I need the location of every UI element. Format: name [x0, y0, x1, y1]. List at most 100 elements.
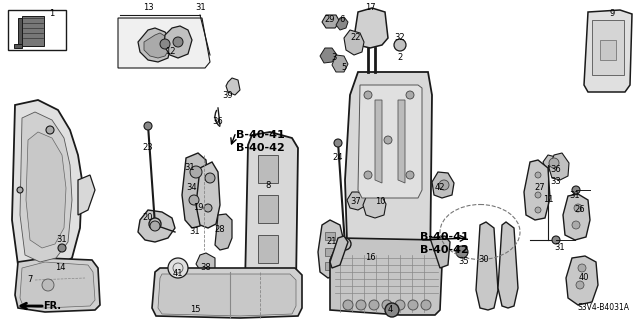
Text: 34: 34	[187, 183, 197, 192]
Circle shape	[144, 122, 152, 130]
Polygon shape	[354, 8, 388, 48]
Circle shape	[168, 258, 188, 278]
Text: 16: 16	[365, 254, 375, 263]
Text: 33: 33	[550, 177, 561, 187]
Polygon shape	[215, 214, 232, 250]
Circle shape	[173, 37, 183, 47]
Text: 32: 32	[395, 33, 405, 42]
Text: 1: 1	[49, 10, 54, 19]
Polygon shape	[498, 222, 518, 308]
Circle shape	[406, 91, 414, 99]
Text: 30: 30	[479, 256, 490, 264]
Polygon shape	[12, 100, 82, 272]
Text: 42: 42	[435, 183, 445, 192]
Circle shape	[364, 171, 372, 179]
Polygon shape	[549, 153, 569, 180]
Polygon shape	[398, 100, 405, 183]
Circle shape	[385, 303, 399, 317]
Polygon shape	[320, 48, 337, 63]
Polygon shape	[18, 18, 22, 45]
Text: 11: 11	[543, 196, 553, 204]
Polygon shape	[318, 220, 344, 278]
Polygon shape	[118, 18, 210, 68]
Polygon shape	[347, 192, 366, 210]
Polygon shape	[432, 172, 454, 198]
Text: 3: 3	[332, 54, 337, 63]
Text: S3V4-B4031A: S3V4-B4031A	[578, 303, 630, 312]
Polygon shape	[164, 26, 192, 58]
Circle shape	[58, 244, 66, 252]
Text: 7: 7	[28, 276, 33, 285]
Text: 5: 5	[341, 63, 347, 72]
Circle shape	[549, 158, 559, 168]
Circle shape	[439, 180, 449, 190]
Circle shape	[535, 192, 541, 198]
Polygon shape	[258, 155, 278, 183]
Text: 2: 2	[397, 54, 403, 63]
Circle shape	[576, 281, 584, 289]
Polygon shape	[138, 28, 172, 62]
Circle shape	[384, 136, 392, 144]
Polygon shape	[144, 33, 170, 58]
Polygon shape	[430, 236, 450, 268]
Polygon shape	[138, 210, 175, 242]
Polygon shape	[566, 256, 598, 305]
Text: 31: 31	[57, 235, 67, 244]
Text: 36: 36	[212, 117, 223, 127]
Circle shape	[160, 39, 170, 49]
Bar	[325, 248, 335, 256]
Text: 37: 37	[351, 197, 362, 206]
Polygon shape	[245, 132, 298, 298]
Circle shape	[343, 300, 353, 310]
Circle shape	[535, 172, 541, 178]
Text: 4: 4	[387, 306, 392, 315]
Polygon shape	[322, 15, 340, 28]
Text: 31: 31	[570, 190, 580, 199]
Text: 17: 17	[365, 4, 375, 12]
Polygon shape	[476, 222, 498, 310]
Polygon shape	[344, 30, 364, 55]
Text: 40: 40	[579, 273, 589, 283]
Circle shape	[46, 126, 54, 134]
Text: 26: 26	[575, 205, 586, 214]
Polygon shape	[14, 44, 22, 48]
Polygon shape	[258, 235, 278, 263]
Circle shape	[394, 39, 406, 51]
Text: 9: 9	[609, 10, 614, 19]
Polygon shape	[330, 236, 348, 268]
Polygon shape	[78, 175, 95, 215]
Text: 13: 13	[143, 4, 154, 12]
Circle shape	[456, 246, 468, 258]
Polygon shape	[584, 10, 632, 92]
Polygon shape	[358, 85, 422, 198]
Text: 39: 39	[223, 92, 234, 100]
Circle shape	[552, 236, 560, 244]
Polygon shape	[22, 16, 44, 46]
Polygon shape	[196, 253, 215, 272]
Text: 20: 20	[143, 213, 153, 222]
Polygon shape	[196, 162, 220, 228]
Text: FR.: FR.	[43, 301, 61, 311]
Text: 22: 22	[351, 33, 361, 42]
Polygon shape	[182, 153, 208, 228]
Circle shape	[189, 195, 199, 205]
Circle shape	[204, 204, 212, 212]
Polygon shape	[543, 155, 562, 172]
Bar	[325, 232, 335, 240]
Circle shape	[364, 91, 372, 99]
Circle shape	[190, 166, 202, 178]
Text: 28: 28	[214, 226, 225, 234]
Text: 31: 31	[196, 4, 206, 12]
Text: 36: 36	[550, 166, 561, 174]
Polygon shape	[375, 100, 382, 183]
Text: 31: 31	[555, 243, 565, 253]
Text: B-40-41
B-40-42: B-40-41 B-40-42	[420, 232, 468, 255]
Bar	[325, 262, 335, 270]
Circle shape	[356, 300, 366, 310]
Text: 24: 24	[333, 153, 343, 162]
Circle shape	[382, 300, 392, 310]
Polygon shape	[332, 55, 348, 72]
Text: B-40-41
B-40-42: B-40-41 B-40-42	[236, 130, 285, 153]
Text: 14: 14	[55, 263, 65, 272]
Polygon shape	[330, 238, 442, 315]
